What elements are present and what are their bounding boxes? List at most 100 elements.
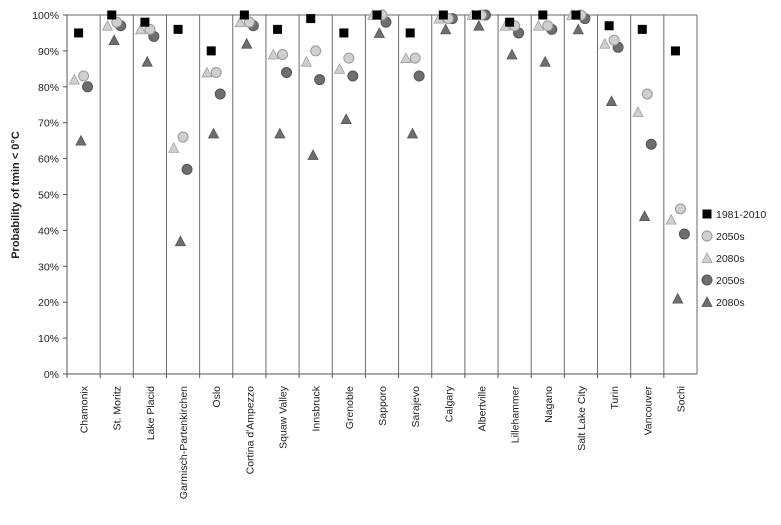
data-point-triangle <box>274 127 286 139</box>
legend-marker-triangle <box>701 296 713 307</box>
data-point-circle <box>608 34 620 46</box>
data-point-triangle <box>400 52 412 63</box>
data-point-square <box>74 28 84 38</box>
x-category-label: Lillehammer <box>510 385 522 443</box>
legend-label: 2050s <box>716 231 745 243</box>
legend-marker-triangle <box>701 252 713 263</box>
data-point-triangle <box>300 55 313 67</box>
data-point-circle <box>674 203 686 215</box>
data-point-square <box>405 28 415 38</box>
data-point-triangle <box>141 55 153 67</box>
data-point-circle <box>310 45 322 57</box>
x-category-label: Nagano <box>543 386 555 423</box>
data-point-triangle <box>532 19 545 31</box>
data-point-square <box>472 10 481 20</box>
x-category-label: Cortina d'Ampezzo <box>244 386 256 475</box>
data-point-square <box>306 14 316 24</box>
data-point-triangle <box>68 73 80 85</box>
legend-marker-circle <box>701 274 713 286</box>
data-point-triangle <box>632 106 644 117</box>
y-tick-label: 50% <box>38 190 59 202</box>
y-axis-label: Probability of tmin < 0°C <box>10 131 22 259</box>
y-tick-label: 30% <box>38 261 59 273</box>
data-point-square <box>173 24 183 34</box>
data-point-circle <box>177 131 189 143</box>
data-point-square <box>670 46 680 56</box>
data-point-triangle <box>101 19 114 31</box>
data-point-circle <box>314 74 326 86</box>
legend-label: 1981-2010 <box>716 209 766 221</box>
y-tick-label: 60% <box>38 154 59 166</box>
data-point-triangle <box>572 23 584 35</box>
data-point-circle <box>82 81 94 93</box>
data-point-circle <box>78 70 90 82</box>
data-point-square <box>372 10 382 20</box>
data-point-square <box>239 10 249 20</box>
data-point-circle <box>347 70 359 82</box>
data-point-square <box>140 17 150 27</box>
data-point-square <box>538 10 548 20</box>
data-point-circle <box>542 20 554 32</box>
data-point-circle <box>111 16 123 28</box>
x-category-label: Sarajevo <box>410 386 422 428</box>
x-category-label: Sochi <box>675 386 687 412</box>
x-category-label: Garmisch-Partenkirchen <box>178 386 190 499</box>
data-point-triangle <box>506 48 518 60</box>
x-category-label: St. Moritz <box>112 386 124 430</box>
x-category-label: Sapporo <box>377 386 389 426</box>
data-point-circle <box>678 228 690 240</box>
legend-label: 2080s <box>716 253 745 265</box>
y-tick-label: 0% <box>44 369 59 381</box>
y-tick-label: 40% <box>38 225 59 237</box>
data-point-circle <box>413 70 425 82</box>
data-point-triangle <box>440 23 452 35</box>
data-point-triangle <box>340 113 352 125</box>
data-point-triangle <box>406 127 419 139</box>
data-point-circle <box>281 66 293 78</box>
data-point-square <box>604 21 614 31</box>
data-point-square <box>438 10 448 20</box>
legend-marker-circle <box>701 230 713 242</box>
x-category-label: Salt Lake City <box>576 385 588 451</box>
data-point-triangle <box>108 34 120 46</box>
data-point-triangle <box>539 55 551 67</box>
x-category-label: Turin <box>609 386 621 410</box>
data-point-triangle <box>168 141 180 153</box>
y-tick-label: 20% <box>38 297 59 309</box>
data-point-triangle <box>267 48 279 60</box>
data-point-circle <box>243 16 255 28</box>
x-category-label: Calgary <box>443 385 455 422</box>
y-tick-label: 70% <box>38 118 59 130</box>
x-category-label: Innsbruck <box>311 385 323 431</box>
data-point-triangle <box>234 16 246 28</box>
data-point-square <box>339 28 349 38</box>
data-point-square <box>107 10 117 20</box>
data-point-circle <box>645 138 657 150</box>
legend-label: 2050s <box>716 275 745 287</box>
data-point-square <box>571 10 581 20</box>
data-point-triangle <box>638 210 651 221</box>
data-point-circle <box>144 23 156 35</box>
x-category-label: Lake Placid <box>145 386 157 440</box>
data-point-triangle <box>75 134 87 146</box>
data-point-triangle <box>672 292 684 304</box>
data-point-triangle <box>307 149 319 160</box>
data-point-triangle <box>201 66 213 78</box>
y-tick-label: 80% <box>38 82 59 94</box>
y-tick-label: 100% <box>32 10 59 22</box>
data-point-triangle <box>665 213 677 225</box>
legend-marker-square <box>702 209 712 219</box>
legend-label: 2080s <box>716 297 745 309</box>
data-point-triangle <box>134 23 147 35</box>
data-point-triangle <box>207 127 220 139</box>
data-point-triangle <box>599 37 611 49</box>
data-point-square <box>505 17 515 27</box>
y-tick-label: 10% <box>38 333 59 345</box>
data-point-circle <box>214 88 226 100</box>
data-point-circle <box>409 52 421 64</box>
data-point-triangle <box>373 27 386 38</box>
y-tick-label: 90% <box>38 46 59 58</box>
